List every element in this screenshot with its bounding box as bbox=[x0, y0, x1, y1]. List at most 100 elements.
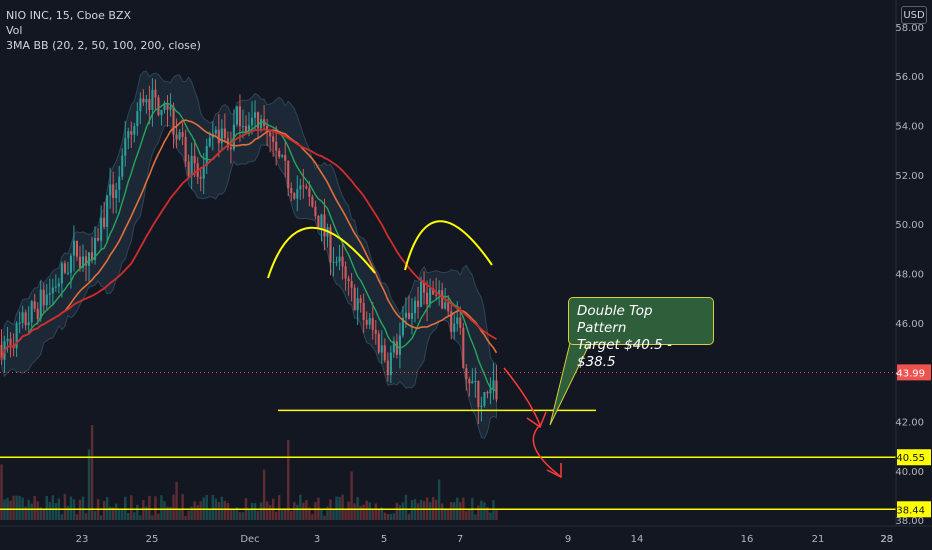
time-tick-label: 9 bbox=[565, 534, 571, 545]
candle-body bbox=[302, 185, 305, 187]
candle-body bbox=[130, 131, 133, 135]
candle-body bbox=[139, 98, 142, 112]
volume-bar bbox=[190, 506, 193, 520]
candle-body bbox=[284, 155, 287, 161]
volume-bar bbox=[483, 502, 486, 520]
volume-bar bbox=[308, 507, 311, 520]
candle-body bbox=[103, 217, 106, 227]
candle-body bbox=[36, 308, 39, 319]
volume-bar bbox=[374, 503, 377, 520]
volume-bar bbox=[368, 502, 371, 520]
volume-bar bbox=[371, 509, 374, 520]
price-axis: 58.0056.0054.0052.0050.0048.0046.0044.00… bbox=[895, 0, 932, 550]
candle-body bbox=[380, 345, 383, 353]
candle-body bbox=[169, 106, 172, 110]
volume-bar bbox=[148, 495, 151, 520]
volume-bar bbox=[262, 469, 266, 520]
time-tick-label: 16 bbox=[741, 534, 754, 545]
candle-body bbox=[353, 287, 356, 311]
candle-body bbox=[208, 137, 211, 147]
candle-body bbox=[24, 312, 27, 326]
candle-body bbox=[456, 317, 459, 324]
volume-indicator-label[interactable]: Vol bbox=[6, 24, 23, 37]
volume-bar bbox=[314, 501, 317, 520]
volume-bar bbox=[196, 505, 199, 520]
volume-bar bbox=[142, 500, 145, 520]
candle-body bbox=[112, 184, 115, 199]
candle-body bbox=[383, 345, 386, 361]
candle-body bbox=[244, 125, 248, 135]
candle-body bbox=[160, 109, 163, 116]
volume-bar bbox=[489, 512, 492, 520]
candle-body bbox=[115, 189, 118, 199]
volume-bar bbox=[287, 440, 290, 520]
volume-bar bbox=[63, 494, 67, 520]
callout-line-2: Target $40.5 - $38.5 bbox=[577, 337, 672, 370]
volume-bar bbox=[404, 494, 408, 520]
volume-bar bbox=[265, 501, 269, 520]
volume-bar bbox=[12, 495, 15, 520]
candle-body bbox=[480, 405, 483, 408]
candle-body bbox=[163, 102, 166, 110]
volume-bar bbox=[160, 495, 163, 520]
candle-body bbox=[269, 132, 272, 137]
symbol-title[interactable]: NIO INC, 15, Cboe BZX bbox=[6, 9, 132, 22]
candle-body bbox=[256, 112, 260, 129]
volume-bar bbox=[24, 506, 27, 520]
volume-bar bbox=[75, 514, 79, 520]
volume-bar bbox=[332, 509, 335, 520]
volume-bar bbox=[151, 515, 154, 520]
candle-body bbox=[235, 106, 238, 125]
volume-bar bbox=[178, 510, 181, 520]
volume-bar bbox=[238, 512, 242, 520]
volume-bar bbox=[250, 503, 254, 520]
candle-body bbox=[260, 119, 263, 129]
volume-bar bbox=[48, 502, 52, 520]
candle-body bbox=[187, 161, 190, 176]
candle-body bbox=[9, 338, 12, 346]
volume-bar bbox=[280, 510, 284, 520]
volume-bar bbox=[311, 514, 314, 520]
volume-bar bbox=[108, 506, 112, 520]
volume-bar bbox=[39, 507, 42, 520]
volume-bar bbox=[326, 506, 329, 520]
candle-body bbox=[341, 256, 344, 267]
volume-bar bbox=[169, 506, 172, 520]
candle-body bbox=[483, 392, 486, 406]
bb-indicator-label[interactable]: 3MA BB (20, 2, 50, 100, 200, close) bbox=[6, 39, 201, 52]
volume-bar bbox=[401, 502, 405, 520]
candle-body bbox=[305, 186, 308, 189]
candle-body bbox=[407, 312, 411, 319]
volume-bar bbox=[87, 449, 91, 520]
volume-bar bbox=[45, 496, 48, 520]
chart-legend: NIO INC, 15, Cboe BZX Vol 3MA BB (20, 2,… bbox=[6, 8, 201, 53]
candle-body bbox=[223, 128, 226, 139]
volume-bar bbox=[69, 496, 73, 520]
volume-bar bbox=[166, 506, 169, 520]
double-top-callout[interactable]: Double Top Pattern Target $40.5 - $38.5 bbox=[568, 297, 714, 370]
candle-body bbox=[335, 261, 338, 263]
volume-bar bbox=[377, 508, 380, 520]
volume-bar bbox=[60, 514, 64, 520]
volume-bar bbox=[293, 502, 296, 520]
candle-body bbox=[332, 261, 335, 263]
candle-body bbox=[395, 341, 398, 355]
candle-body bbox=[127, 131, 130, 139]
volume-bar bbox=[30, 503, 33, 520]
level-price-tag bbox=[897, 501, 931, 518]
volume-bar bbox=[208, 508, 211, 520]
candle-body bbox=[229, 147, 232, 150]
second-top-arc bbox=[404, 220, 493, 271]
bollinger-bands bbox=[1, 70, 497, 439]
volume-bar bbox=[353, 503, 356, 520]
candle-body bbox=[175, 134, 178, 140]
currency-button[interactable]: USD bbox=[901, 6, 927, 24]
candle-body bbox=[184, 136, 187, 162]
volume-bar bbox=[431, 497, 435, 520]
volume-bar bbox=[422, 501, 426, 520]
volume-bar bbox=[205, 494, 208, 520]
candle-body bbox=[389, 352, 392, 376]
candle-body bbox=[416, 300, 420, 307]
volume-bar bbox=[256, 511, 260, 520]
